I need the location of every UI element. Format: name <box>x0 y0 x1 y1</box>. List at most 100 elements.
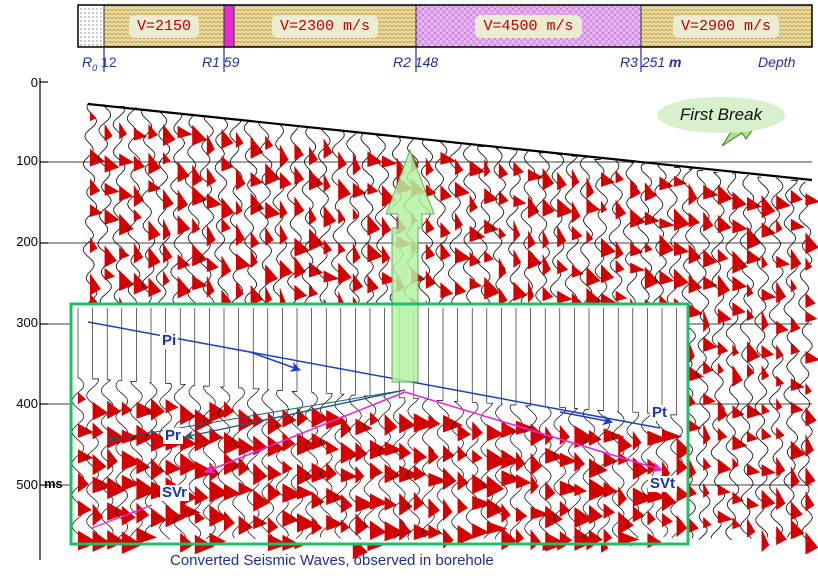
wiggle-lobe <box>177 276 192 299</box>
wiggle-lobe <box>542 253 551 277</box>
inset-lobe <box>121 474 140 491</box>
wiggle-lobe <box>747 308 755 322</box>
wiggle-lobe <box>498 162 509 179</box>
inset-lobe <box>267 482 281 503</box>
receiver-label-r1: R1 59 <box>202 54 240 70</box>
wiggle-lobe <box>790 501 803 521</box>
layer-bar-frame <box>77 4 813 48</box>
inset-lobe <box>209 504 227 527</box>
inset-lobe <box>370 462 383 480</box>
layer-velocity-1: V=2150 <box>104 6 224 46</box>
inset-lobe <box>457 424 472 442</box>
inset-lobe <box>676 485 690 502</box>
wiggle-lobe <box>236 223 246 247</box>
wiggle-lobe <box>688 243 702 265</box>
wiggle-lobe <box>498 190 509 206</box>
inset-lobe <box>209 427 224 445</box>
inset-lobe <box>92 476 113 494</box>
inset-lobe <box>676 437 691 461</box>
wiggle-lobe <box>688 484 697 498</box>
wiggle-lobe <box>601 200 608 214</box>
wiggle-lobe <box>382 155 398 168</box>
inset-lobe <box>501 503 511 524</box>
inset-lobe <box>545 532 568 552</box>
wiggle-lobe <box>484 188 499 205</box>
wiggle-lobe <box>557 198 574 218</box>
wiggle-lobe <box>790 343 801 355</box>
inset-lobe <box>472 523 490 539</box>
wiggle-lobe <box>644 182 657 202</box>
first-break-callout: First Break <box>657 97 785 133</box>
inset-lobe <box>413 491 425 512</box>
wiggle-lobe <box>571 264 584 278</box>
wiggle-lobe <box>659 270 675 286</box>
wiggle-lobe <box>221 155 234 172</box>
wiggle-lobe <box>615 290 628 302</box>
layer-block-0 <box>77 4 105 48</box>
inset-lobe <box>559 480 582 496</box>
inset-lobe <box>676 456 688 476</box>
inset-lobe <box>443 445 455 463</box>
inset-lobe <box>180 453 199 476</box>
wiggle-lobe <box>279 199 288 219</box>
inset-lobe <box>107 502 128 521</box>
inset-lobe <box>326 514 344 531</box>
wiggle-lobe <box>717 399 728 422</box>
wiggle-lobe <box>542 197 556 217</box>
inset-lobe <box>78 423 94 438</box>
wiggle-lobe <box>309 146 319 166</box>
wiggle-lobe <box>542 286 554 302</box>
wiggle-lobe <box>630 208 646 228</box>
inset-lobe <box>603 503 615 519</box>
wiggle-lobe <box>630 179 642 200</box>
inset-lobe <box>457 471 469 491</box>
wiggle-lobe <box>323 270 340 283</box>
wiggle-lobe <box>104 123 113 142</box>
inset-lobe <box>297 432 318 456</box>
inset-lobe <box>355 465 365 484</box>
wiggle-lobe <box>104 182 120 196</box>
pr-label: Pr <box>163 427 183 444</box>
time-tick-400: 400 <box>16 396 38 411</box>
wiggle-lobe <box>703 249 718 268</box>
wiggle-lobe <box>104 208 120 225</box>
inset-trace <box>553 407 567 540</box>
inset-lobe <box>457 525 476 545</box>
inset-trace <box>378 396 391 539</box>
wiggle-lobe <box>323 173 331 193</box>
wiggle-lobe <box>747 518 756 538</box>
wiggle-lobe <box>163 218 171 241</box>
inset-lobe <box>618 531 640 546</box>
wiggle-lobe <box>528 249 542 270</box>
inset-lobe <box>589 458 608 479</box>
wiggle-lobe <box>571 225 583 241</box>
inset-lobe <box>340 441 359 464</box>
wiggle-lobe <box>279 171 292 190</box>
inset-lobe <box>297 463 314 486</box>
wiggle-lobe <box>571 168 580 189</box>
wiggle-lobe <box>761 489 776 510</box>
inset-lobe <box>632 430 642 451</box>
time-tick-500: 500 <box>16 477 38 492</box>
wiggle-lobe <box>717 308 732 324</box>
wiggle-lobe <box>542 167 555 191</box>
inset-trace <box>246 388 260 540</box>
wiggle-lobe <box>119 121 128 140</box>
inset-lobe <box>472 495 494 511</box>
wiggle-lobe <box>747 463 761 477</box>
inset-trace <box>465 401 479 538</box>
wiggle-lobe <box>732 219 748 234</box>
inset-lobe <box>238 408 257 432</box>
inset-lobe <box>443 467 457 491</box>
wiggle-lobe <box>761 254 768 269</box>
wiggle-lobe <box>732 364 743 387</box>
wiggle-lobe <box>265 226 274 246</box>
inset-lobe <box>224 483 241 501</box>
inset-lobe <box>209 401 230 423</box>
wiggle-lobe <box>644 266 660 290</box>
wiggle-lobe <box>688 274 703 294</box>
inset-lobe <box>238 481 254 496</box>
inset-lobe <box>282 483 304 503</box>
wiggle-lobe <box>177 189 189 212</box>
